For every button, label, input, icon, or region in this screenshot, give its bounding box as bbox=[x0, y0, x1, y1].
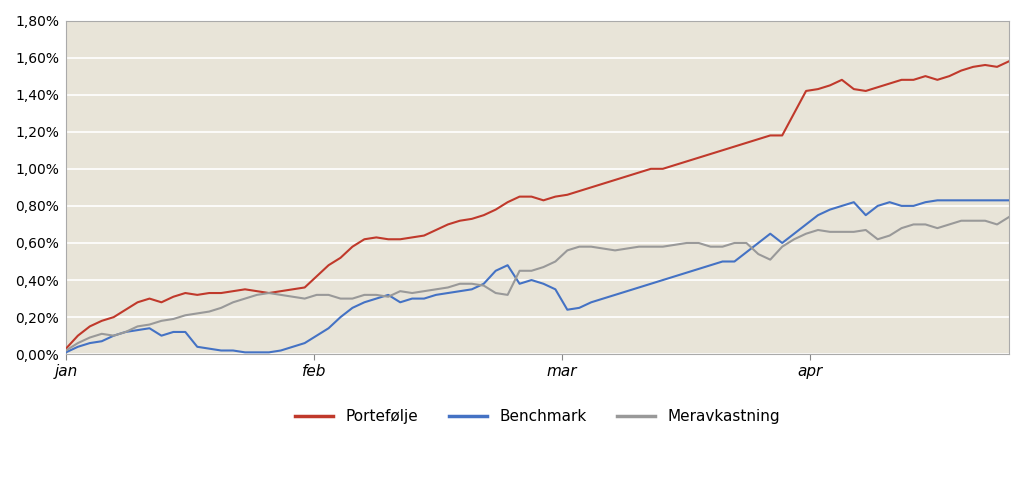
Legend: Portefølje, Benchmark, Meravkastning: Portefølje, Benchmark, Meravkastning bbox=[289, 403, 786, 430]
Meravkastning bbox=[705, 244, 717, 249]
Meravkastning bbox=[669, 242, 681, 248]
Line: Portefølje: Portefølje bbox=[66, 61, 1009, 348]
Benchmark bbox=[931, 197, 943, 203]
Meravkastning bbox=[895, 225, 907, 231]
Benchmark bbox=[895, 203, 907, 209]
Portefølje bbox=[477, 212, 489, 218]
Benchmark bbox=[59, 349, 72, 355]
Meravkastning bbox=[477, 283, 489, 289]
Meravkastning bbox=[621, 246, 633, 251]
Benchmark bbox=[705, 262, 717, 268]
Portefølje bbox=[895, 77, 907, 83]
Portefølje bbox=[633, 169, 645, 175]
Meravkastning bbox=[59, 347, 72, 353]
Meravkastning bbox=[633, 244, 645, 249]
Benchmark bbox=[1002, 197, 1015, 203]
Benchmark bbox=[621, 288, 633, 294]
Meravkastning bbox=[1002, 214, 1015, 220]
Portefølje bbox=[705, 151, 717, 157]
Portefølje bbox=[621, 173, 633, 179]
Line: Benchmark: Benchmark bbox=[66, 200, 1009, 352]
Portefølje bbox=[669, 162, 681, 168]
Line: Meravkastning: Meravkastning bbox=[66, 217, 1009, 350]
Portefølje bbox=[1002, 58, 1015, 64]
Benchmark bbox=[669, 273, 681, 279]
Benchmark bbox=[477, 281, 489, 287]
Benchmark bbox=[633, 284, 645, 290]
Portefølje bbox=[59, 345, 72, 351]
